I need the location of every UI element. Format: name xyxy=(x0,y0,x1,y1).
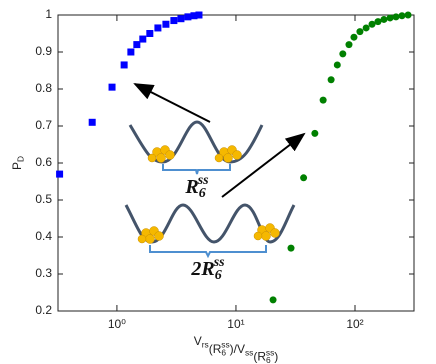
label-part: ss xyxy=(245,348,253,358)
point xyxy=(120,61,128,69)
point xyxy=(177,15,185,23)
point xyxy=(88,118,96,126)
label-part: ss xyxy=(213,255,225,270)
label-part: 6 xyxy=(266,355,271,364)
label-part: V xyxy=(194,334,202,348)
point xyxy=(133,41,141,49)
y-tick-label: 0.4 xyxy=(35,229,52,243)
arrow xyxy=(133,83,211,123)
label-part: 6 xyxy=(215,268,222,283)
x-tick-label: 10² xyxy=(346,317,363,331)
triple-well-diagram xyxy=(124,203,296,259)
y-tick-label: 0.6 xyxy=(35,155,52,169)
point xyxy=(339,50,347,58)
point xyxy=(56,170,64,178)
point xyxy=(345,41,353,49)
point xyxy=(269,296,277,304)
point xyxy=(146,30,154,37)
point xyxy=(362,24,370,32)
y-axis-label: PD xyxy=(10,156,26,170)
point xyxy=(350,33,358,41)
point xyxy=(319,96,327,104)
point xyxy=(300,174,308,182)
x-tick-label: 10⁰ xyxy=(108,317,126,331)
point xyxy=(404,11,412,19)
label-part: rs xyxy=(202,340,209,350)
label-part: (R xyxy=(253,350,266,364)
label-part: P xyxy=(10,162,24,170)
point xyxy=(368,20,376,28)
point xyxy=(108,83,116,91)
point xyxy=(398,12,406,20)
label-part: ) xyxy=(274,350,278,364)
label-part: 2R xyxy=(190,258,214,280)
x-tick-label: 10¹ xyxy=(227,317,244,331)
label-part: ss xyxy=(221,340,229,350)
y-tick-label: 0.9 xyxy=(35,44,52,58)
y-tick-label: 0.5 xyxy=(35,192,52,206)
point xyxy=(356,28,364,36)
point xyxy=(311,129,319,137)
point xyxy=(386,14,394,22)
point xyxy=(170,17,178,25)
point xyxy=(154,24,162,32)
point xyxy=(127,48,135,56)
point xyxy=(327,76,335,84)
point xyxy=(195,11,203,19)
point xyxy=(190,12,198,20)
label-part: 6 xyxy=(199,186,206,201)
y-tick-label: 0.3 xyxy=(35,266,52,280)
arrow xyxy=(221,132,306,198)
plot-frame xyxy=(57,14,415,312)
label-part: R xyxy=(184,176,198,198)
y-tick-label: 0.2 xyxy=(35,303,52,317)
point xyxy=(380,15,388,23)
x-axis-label: Vrs(R6ss)/Vss(R6ss) xyxy=(194,334,279,364)
label-part: D xyxy=(16,156,26,162)
label-part: (R xyxy=(209,342,222,356)
label-part: 6 xyxy=(221,348,226,358)
label-part: ss xyxy=(197,173,209,188)
point xyxy=(287,244,295,252)
y-tick-label: 1 xyxy=(45,7,52,21)
double-well-diagram xyxy=(128,120,264,175)
point xyxy=(184,13,192,21)
point xyxy=(392,13,400,21)
annotation: 2R6ss xyxy=(190,255,225,283)
point xyxy=(162,20,170,28)
label-part: )/V xyxy=(230,342,245,356)
annotation: R6ss xyxy=(184,173,209,201)
point xyxy=(374,18,382,26)
point xyxy=(333,61,341,69)
label-part: ss xyxy=(266,348,274,358)
point xyxy=(139,35,147,43)
y-tick-label: 0.7 xyxy=(35,118,52,132)
y-tick-label: 0.8 xyxy=(35,81,52,95)
